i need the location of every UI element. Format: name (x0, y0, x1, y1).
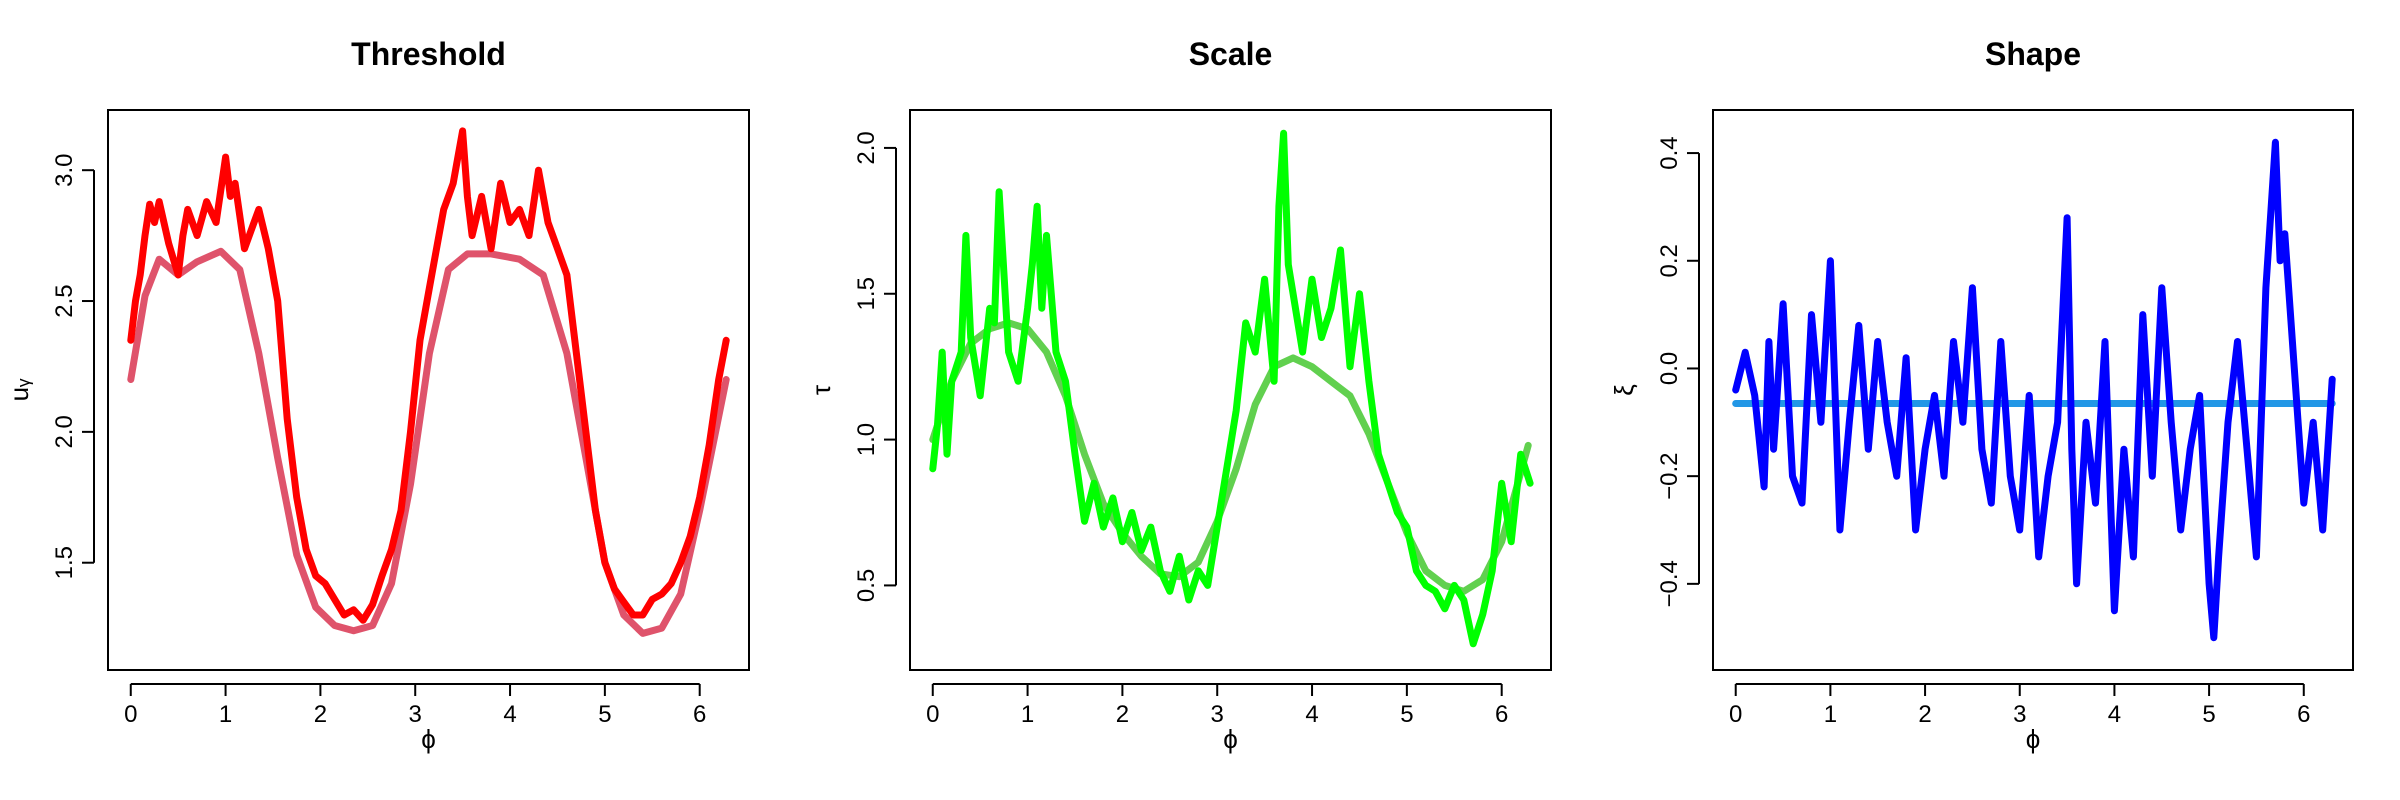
shape-y-axis-label: ξ (1609, 384, 1639, 396)
scale-x-tick-label: 6 (1495, 701, 1508, 728)
shape-y-tick-label: −0.4 (1656, 560, 1683, 607)
threshold-y-tick-label: 2.0 (51, 415, 78, 448)
shape-title: Shape (1985, 36, 2081, 72)
shape-y-tick-label: 0.2 (1656, 244, 1683, 277)
scale-series-estimate-line (929, 129, 1534, 648)
scale-x-tick-label: 5 (1400, 701, 1413, 728)
threshold-plot-frame (107, 109, 750, 671)
scale-y-tick-label: 1.5 (853, 277, 880, 310)
shape-x-tick-label: 2 (1918, 701, 1931, 728)
scale-x-tick-label: 3 (1211, 701, 1224, 728)
shape-x-tick-label: 5 (2202, 701, 2215, 728)
threshold-y-tick-label: 1.5 (51, 546, 78, 579)
threshold-x-tick-label: 4 (503, 701, 516, 728)
scale-x-axis-label: ϕ (1223, 724, 1238, 754)
shape-x-tick-label: 1 (1824, 701, 1837, 728)
threshold-x-tick-label: 0 (124, 701, 137, 728)
shape-y-tick-label: 0.0 (1656, 352, 1683, 385)
shape-x-tick-label: 6 (2297, 701, 2310, 728)
panel-threshold: Threshold 0 1 2 3 4 5 6 ϕ 1.5 2.0 2.5 3.0 uᵧ (4, 36, 750, 754)
shape-plot-frame (1712, 109, 2354, 671)
threshold-x-tick-label: 2 (314, 701, 327, 728)
threshold-x-axis-label: ϕ (421, 724, 436, 754)
threshold-y-axis-label: uᵧ (4, 378, 34, 401)
shape-y-tick-label: −0.2 (1656, 452, 1683, 499)
scale-y-tick-label: 1.0 (853, 423, 880, 456)
scale-x-tick-label: 0 (926, 701, 939, 728)
scale-x-tick-label: 4 (1305, 701, 1318, 728)
shape-series-estimate-line (1732, 138, 2336, 642)
threshold-x-tick-label: 6 (693, 701, 706, 728)
panel-scale: Scale 0 1 2 3 4 5 6 ϕ 0.5 1.0 1.5 2.0 τ (806, 36, 1552, 754)
scale-series-smooth-line (929, 319, 1532, 595)
threshold-x-tick-label: 5 (598, 701, 611, 728)
scale-x-tick-label: 2 (1116, 701, 1129, 728)
scale-y-tick-label: 2.0 (853, 131, 880, 164)
threshold-x-tick-label: 1 (219, 701, 232, 728)
scale-y-tick-label: 0.5 (853, 569, 880, 602)
threshold-series-estimate-line (127, 127, 730, 624)
threshold-y-tick-label: 2.5 (51, 284, 78, 317)
shape-y-tick-label: 0.4 (1656, 136, 1683, 169)
shape-x-tick-label: 3 (2013, 701, 2026, 728)
shape-x-axis-label: ϕ (2026, 724, 2041, 754)
scale-plot-frame (909, 109, 1552, 671)
scale-title: Scale (1189, 36, 1273, 72)
threshold-y-tick-label: 3.0 (51, 153, 78, 186)
scale-y-axis-label: τ (806, 384, 836, 395)
scale-x-tick-label: 1 (1021, 701, 1034, 728)
panel-shape: Shape 0 1 2 3 4 5 6 ϕ −0.4 −0.2 0.0 0.2 0.4 ξ (1609, 36, 2354, 754)
threshold-series-smooth-line (127, 247, 730, 637)
shape-x-tick-label: 0 (1729, 701, 1742, 728)
shape-x-tick-label: 4 (2108, 701, 2121, 728)
threshold-title: Threshold (351, 36, 506, 72)
threshold-x-tick-label: 3 (409, 701, 422, 728)
